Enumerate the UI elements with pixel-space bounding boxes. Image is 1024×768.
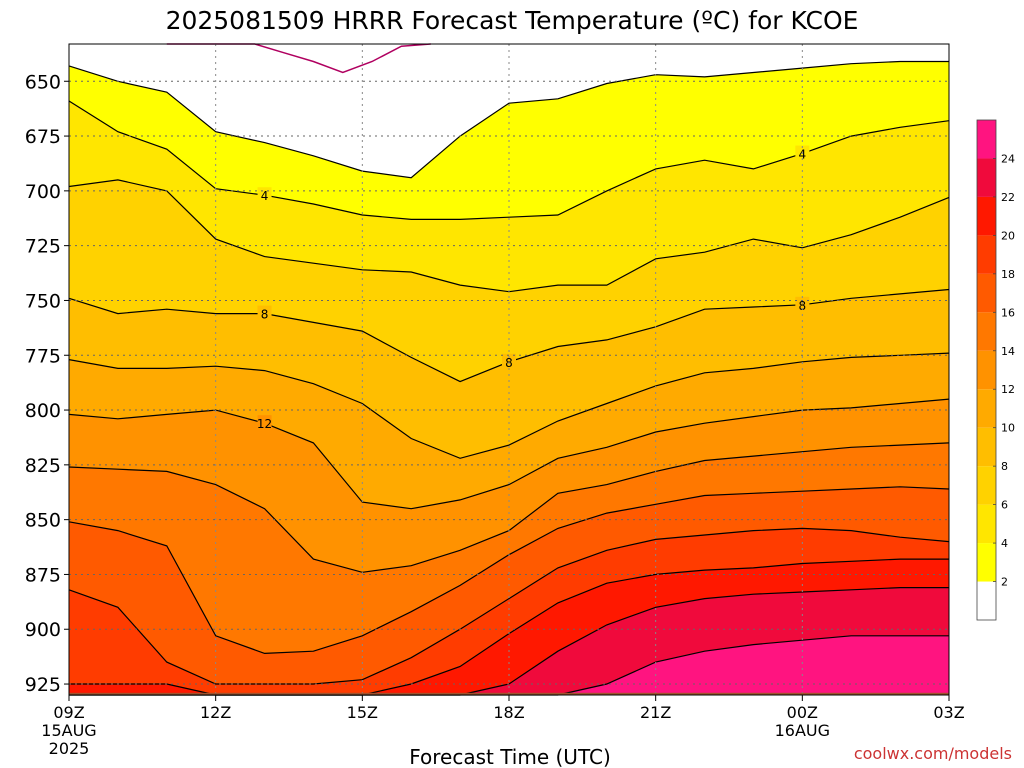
x-tick-year: 2025 (49, 739, 90, 758)
colorbar-swatch (977, 466, 996, 505)
colorbar-swatch (977, 504, 996, 544)
colorbar-swatch (977, 427, 996, 467)
colorbar-label: 2 (1001, 576, 1008, 589)
grid-lines (68, 44, 950, 695)
colorbar-swatch (977, 196, 996, 236)
contour-label-8: 8 (799, 299, 807, 313)
y-tick-label: 900 (25, 619, 61, 641)
y-axis: 650 675 700 725 750 775 800 825 850 875 900 925 (25, 71, 69, 696)
chart-title: 2025081509 HRRR Forecast Temperature (ºC… (166, 6, 859, 35)
colorbar-swatch (977, 120, 996, 159)
colorbar-label: 22 (1001, 191, 1015, 204)
colorbar-label: 20 (1001, 229, 1015, 242)
colorbar-label: 12 (1001, 383, 1015, 396)
colorbar-swatch (977, 158, 996, 197)
credit-link[interactable]: coolwx.com/models (854, 744, 1012, 763)
y-tick-label: 750 (25, 290, 61, 312)
fill-band-24 (69, 635, 949, 695)
plot-frame (68, 43, 950, 696)
x-axis-title: Forecast Time (UTC) (409, 745, 611, 768)
contour-label-12: 12 (257, 417, 272, 431)
y-tick-label: 850 (25, 510, 61, 532)
y-tick-label: 825 (25, 455, 61, 477)
colorbar-swatch (977, 543, 996, 582)
x-tick-date: 15AUG (41, 721, 96, 740)
colorbar-label: 10 (1001, 422, 1015, 435)
colorbar-label: 8 (1001, 460, 1008, 473)
y-tick-label: 925 (25, 674, 61, 696)
colorbar-label: 4 (1001, 537, 1008, 550)
y-tick-label: 775 (25, 345, 61, 367)
contour-label-bg (257, 305, 272, 321)
colorbar-frame (976, 119, 997, 621)
colorbar-swatch (977, 312, 996, 351)
colorbar-swatch (977, 350, 996, 390)
y-tick-label: 675 (25, 126, 61, 148)
colorbar-swatch (977, 389, 996, 428)
colorbar-swatch (977, 235, 996, 274)
contour-label-bg (502, 353, 516, 369)
ground-layer (69, 692, 949, 695)
x-tick-label: 03Z (933, 703, 964, 722)
colorbar-label: 24 (1001, 152, 1015, 165)
colorbar-label: 6 (1001, 499, 1008, 512)
ground-surface (69, 692, 949, 695)
colorbar-label: 14 (1001, 345, 1015, 358)
x-tick-label: 12Z (200, 703, 231, 722)
isotherm-10 (68, 352, 950, 459)
colorbar-label: 16 (1001, 306, 1015, 319)
y-tick-label: 700 (25, 181, 61, 203)
x-tick-label: 21Z (640, 703, 671, 722)
contour-label-bg (257, 415, 272, 431)
x-tick-date: 16AUG (775, 721, 830, 740)
temperature-fills (69, 44, 949, 695)
colorbar-swatch (977, 273, 996, 313)
y-tick-label: 725 (25, 236, 61, 258)
colorbar-swatch (977, 581, 996, 620)
colorbar-label: 18 (1001, 268, 1015, 281)
x-tick-label: 15Z (347, 703, 378, 722)
x-tick-label: 18Z (493, 703, 524, 722)
x-tick-label: 09Z (53, 703, 84, 722)
isotherm-18 (68, 527, 950, 685)
y-tick-label: 800 (25, 400, 61, 422)
contour-label-8: 8 (261, 308, 269, 322)
y-tick-label: 650 (25, 71, 61, 93)
contour-label-4: 4 (261, 189, 269, 203)
contour-label-bg (795, 296, 810, 312)
contour-label-4: 4 (799, 148, 807, 162)
y-tick-label: 875 (25, 564, 61, 586)
x-tick-label: 00Z (787, 703, 818, 722)
